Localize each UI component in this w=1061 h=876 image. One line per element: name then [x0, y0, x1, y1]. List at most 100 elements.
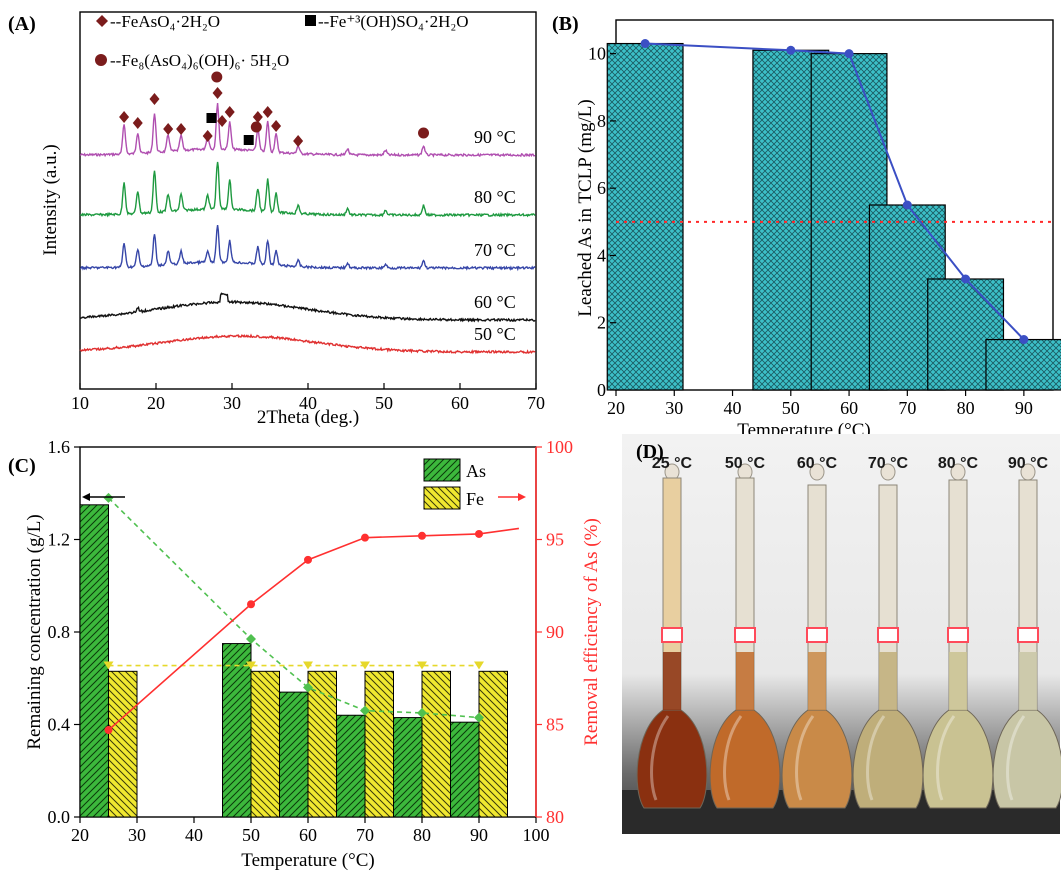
xrd-trace-label-1: 80 °C — [474, 187, 516, 207]
x-tick-label: 60 — [451, 393, 469, 413]
panel-a: (A) 90 °C 80 °C 70 °C 60 °C 50 °C 10 20 30 40 50… — [8, 11, 545, 428]
as-trend-marker — [303, 682, 313, 693]
flask-label: 50 °C — [725, 455, 766, 472]
legend-square-marker — [305, 15, 316, 26]
y-tick-label: 4 — [597, 245, 606, 265]
fe-bar — [250, 670, 280, 818]
x-tick-label: 30 — [128, 825, 146, 845]
peak-marker-diamond — [224, 106, 235, 118]
legend-fe-swatch — [423, 486, 461, 510]
flask-label: 60 °C — [797, 455, 838, 472]
as-trend-marker — [474, 712, 484, 723]
flask-tag — [661, 627, 683, 643]
tclp-point — [961, 274, 971, 284]
legend-entry-feaso4: --FeAsO₄·2H₂O — [110, 12, 220, 31]
peak-marker-diamond — [119, 111, 130, 123]
panel-c-letter: (C) — [8, 455, 36, 477]
as-bar — [393, 717, 423, 818]
legend-diamond-marker — [96, 15, 108, 27]
flask-label: 80 °C — [938, 455, 979, 472]
removal-marker — [475, 529, 483, 538]
flask-label: 70 °C — [868, 455, 909, 472]
panel-a-peak-markers — [119, 71, 430, 147]
right-axis-arrowhead — [518, 493, 526, 501]
panel-a-letter: (A) — [8, 13, 36, 35]
peak-marker-circle — [418, 127, 430, 139]
x-tick-label: 20 — [71, 825, 89, 845]
y-tick-label: 6 — [597, 178, 606, 198]
panel-d-flasks: 25 °C 50 °C 60 °C 70 °C 80 °C 90 °C — [636, 455, 1061, 809]
peak-marker-diamond — [212, 87, 223, 99]
flask-4: 80 °C — [922, 455, 994, 809]
legend-as-label: As — [466, 461, 486, 481]
x-tick-label: 50 — [242, 825, 260, 845]
legend-circle-marker — [95, 54, 107, 66]
y-tick-label: 0.4 — [48, 715, 71, 735]
panel-d: (D) 25 °C 50 °C 60 °C 70 °C 80 °C 90 °C — [622, 434, 1061, 834]
x-tick-label: 20 — [147, 393, 165, 413]
as-bar — [450, 721, 480, 818]
x-tick-label: 90 — [1015, 398, 1033, 418]
flask-neck-liquid — [663, 652, 681, 710]
fe-trend-marker — [474, 661, 484, 670]
x-tick-label: 60 — [840, 398, 858, 418]
flask-tag — [1017, 627, 1039, 643]
panel-c-bars — [79, 504, 508, 818]
fe-bar — [307, 670, 337, 818]
panel-b-points — [640, 39, 1029, 345]
y-tick-label: 1.6 — [48, 437, 71, 457]
peak-marker-diamond — [176, 123, 187, 135]
panel-b-bars — [606, 42, 1061, 391]
as-trend-marker — [417, 707, 427, 718]
panel-c-xlabel: Temperature (°C) — [241, 850, 374, 871]
x-tick-label: 100 — [523, 825, 550, 845]
flask-bulb-liquid — [922, 709, 994, 809]
peak-marker-diamond — [262, 106, 273, 118]
panel-a-traces: 90 °C 80 °C 70 °C 60 °C 50 °C — [79, 103, 536, 355]
x-tick-label: 80 — [413, 825, 431, 845]
panel-c-as-markers — [103, 492, 484, 723]
x-tick-label: 30 — [223, 393, 241, 413]
peak-marker-diamond — [217, 115, 228, 127]
fe-bar — [108, 670, 138, 818]
removal-marker — [361, 533, 369, 542]
fe-trend-marker — [103, 661, 114, 670]
y-tick-label: 10 — [588, 44, 606, 64]
legend-entry-fe8: --Fe₈(AsO₄)₆(OH)₆· 5H₂O — [110, 51, 289, 70]
peak-marker-diamond — [132, 117, 143, 129]
x-tick-label: 40 — [299, 393, 317, 413]
y-tick-label: 1.2 — [48, 530, 71, 550]
panel-c-as-trend — [107, 497, 480, 719]
flask-2: 60 °C — [781, 455, 853, 809]
flask-highlight — [936, 715, 956, 801]
flask-stopper — [809, 463, 825, 481]
legend-entry-fe-oh-so4: --Fe⁺³(OH)SO₄·2H₂O — [318, 12, 469, 31]
flask-tag — [877, 627, 899, 643]
xrd-trace-label-2: 70 °C — [474, 240, 516, 260]
fe-trend-marker — [360, 661, 370, 670]
flask-tag — [947, 627, 969, 643]
flask-highlight — [650, 715, 670, 801]
flask-neck-liquid — [808, 652, 826, 710]
right-y-tick-label: 95 — [546, 530, 564, 550]
left-axis-arrowhead — [82, 493, 90, 501]
x-tick-label: 40 — [185, 825, 203, 845]
x-tick-label: 90 — [470, 825, 488, 845]
panel-a-ylabel: Intensity (a.u.) — [40, 144, 61, 255]
x-tick-label: 70 — [527, 393, 545, 413]
panel-b-trend-line — [645, 42, 1025, 341]
panel-b-letter: (B) — [552, 13, 579, 35]
fe-bar — [421, 670, 451, 818]
legend-fe-label: Fe — [466, 489, 484, 509]
x-tick-label: 20 — [607, 398, 625, 418]
y-tick-label: 0 — [597, 380, 606, 400]
fe-trend-marker — [246, 661, 256, 670]
flask-bulb-liquid — [852, 709, 924, 809]
removal-marker — [104, 726, 113, 735]
flask-0: 25 °C — [636, 455, 708, 809]
panel-c-x-ticks: 20 30 40 50 60 70 80 90 100 — [71, 817, 550, 845]
flask-neck-liquid — [1019, 652, 1037, 710]
removal-marker — [247, 600, 255, 609]
xrd-trace-label-4: 50 °C — [474, 324, 516, 344]
